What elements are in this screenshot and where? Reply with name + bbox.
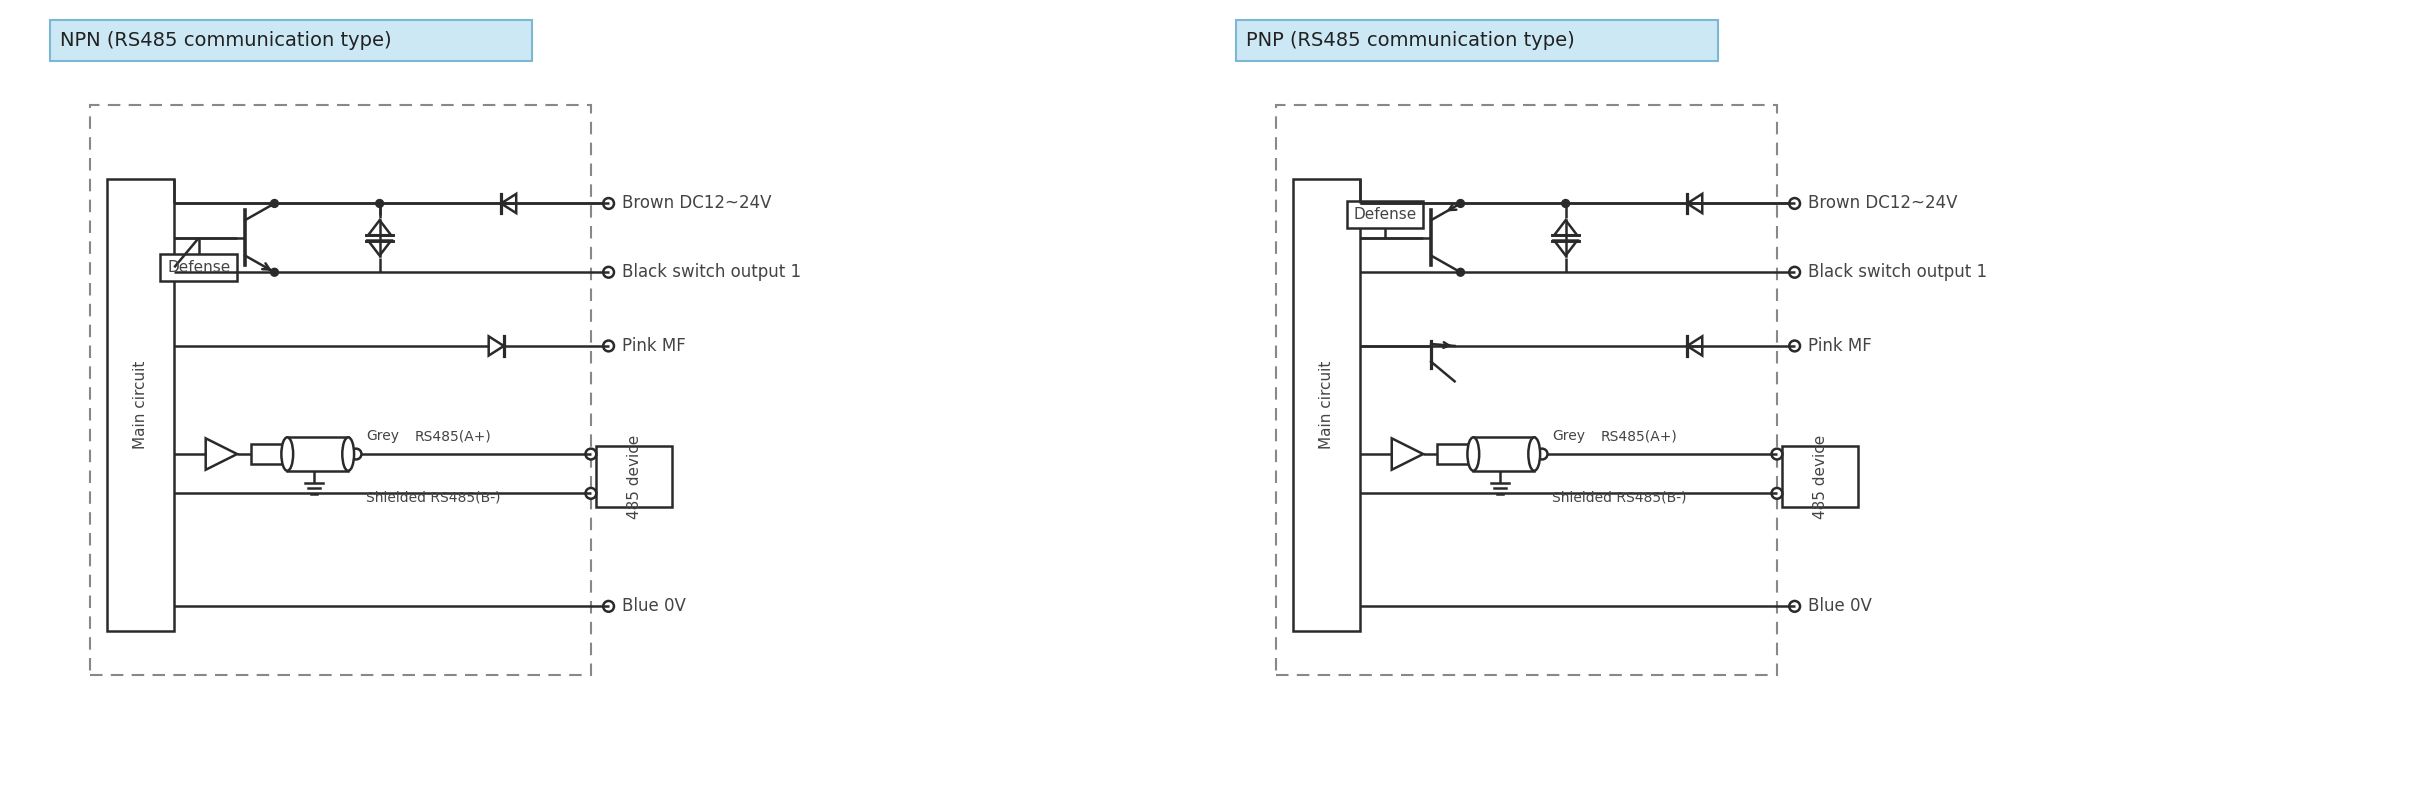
Text: 485 device: 485 device xyxy=(1814,434,1828,518)
Text: Blue 0V: Blue 0V xyxy=(1809,598,1872,615)
Circle shape xyxy=(584,488,597,498)
Ellipse shape xyxy=(283,438,292,470)
Ellipse shape xyxy=(1529,438,1541,470)
Text: Brown DC12~24V: Brown DC12~24V xyxy=(623,194,773,213)
Circle shape xyxy=(1773,488,1782,498)
Bar xyxy=(1236,20,1717,61)
Circle shape xyxy=(604,601,613,612)
Text: Black switch output 1: Black switch output 1 xyxy=(623,263,802,282)
Circle shape xyxy=(1456,268,1463,276)
Circle shape xyxy=(1563,199,1570,207)
Text: Main circuit: Main circuit xyxy=(1319,361,1335,449)
Ellipse shape xyxy=(1468,438,1480,470)
Bar xyxy=(159,254,237,281)
Circle shape xyxy=(270,199,278,207)
Bar xyxy=(1348,201,1422,228)
Circle shape xyxy=(377,199,384,207)
Text: Pink MF: Pink MF xyxy=(1809,337,1872,355)
Circle shape xyxy=(1456,199,1463,207)
Circle shape xyxy=(1536,449,1548,459)
Bar xyxy=(1294,179,1360,631)
Bar xyxy=(51,20,531,61)
Text: Defense: Defense xyxy=(1352,206,1418,222)
Circle shape xyxy=(604,267,613,278)
Circle shape xyxy=(1790,267,1799,278)
Text: Shielded RS485(B-): Shielded RS485(B-) xyxy=(365,490,500,504)
Bar xyxy=(1782,446,1860,507)
Text: Black switch output 1: Black switch output 1 xyxy=(1809,263,1988,282)
Text: Brown DC12~24V: Brown DC12~24V xyxy=(1809,194,1959,213)
Text: Grey: Grey xyxy=(365,430,398,443)
Bar xyxy=(89,106,592,675)
Bar xyxy=(597,446,671,507)
Text: Grey: Grey xyxy=(1553,430,1584,443)
Text: RS485(A+): RS485(A+) xyxy=(415,430,493,443)
Circle shape xyxy=(350,449,362,459)
Bar xyxy=(1437,444,1473,464)
Bar xyxy=(1473,438,1534,470)
Circle shape xyxy=(1790,601,1799,612)
Circle shape xyxy=(1773,449,1782,459)
Bar xyxy=(106,179,174,631)
Text: Blue 0V: Blue 0V xyxy=(623,598,686,615)
Text: RS485(A+): RS485(A+) xyxy=(1601,430,1678,443)
Text: Main circuit: Main circuit xyxy=(133,361,147,449)
Text: 485 device: 485 device xyxy=(625,434,642,518)
Text: NPN (RS485 communication type): NPN (RS485 communication type) xyxy=(60,31,391,50)
Text: Shielded RS485(B-): Shielded RS485(B-) xyxy=(1553,490,1686,504)
Bar xyxy=(1275,106,1777,675)
Circle shape xyxy=(604,341,613,351)
Circle shape xyxy=(584,449,597,459)
Circle shape xyxy=(1790,198,1799,209)
Circle shape xyxy=(1790,341,1799,351)
Text: Pink MF: Pink MF xyxy=(623,337,686,355)
Text: PNP (RS485 communication type): PNP (RS485 communication type) xyxy=(1246,31,1575,50)
Circle shape xyxy=(604,198,613,209)
Bar xyxy=(287,438,348,470)
Circle shape xyxy=(270,268,278,276)
Bar xyxy=(251,444,287,464)
Ellipse shape xyxy=(343,438,355,470)
Text: Defense: Defense xyxy=(167,260,229,275)
